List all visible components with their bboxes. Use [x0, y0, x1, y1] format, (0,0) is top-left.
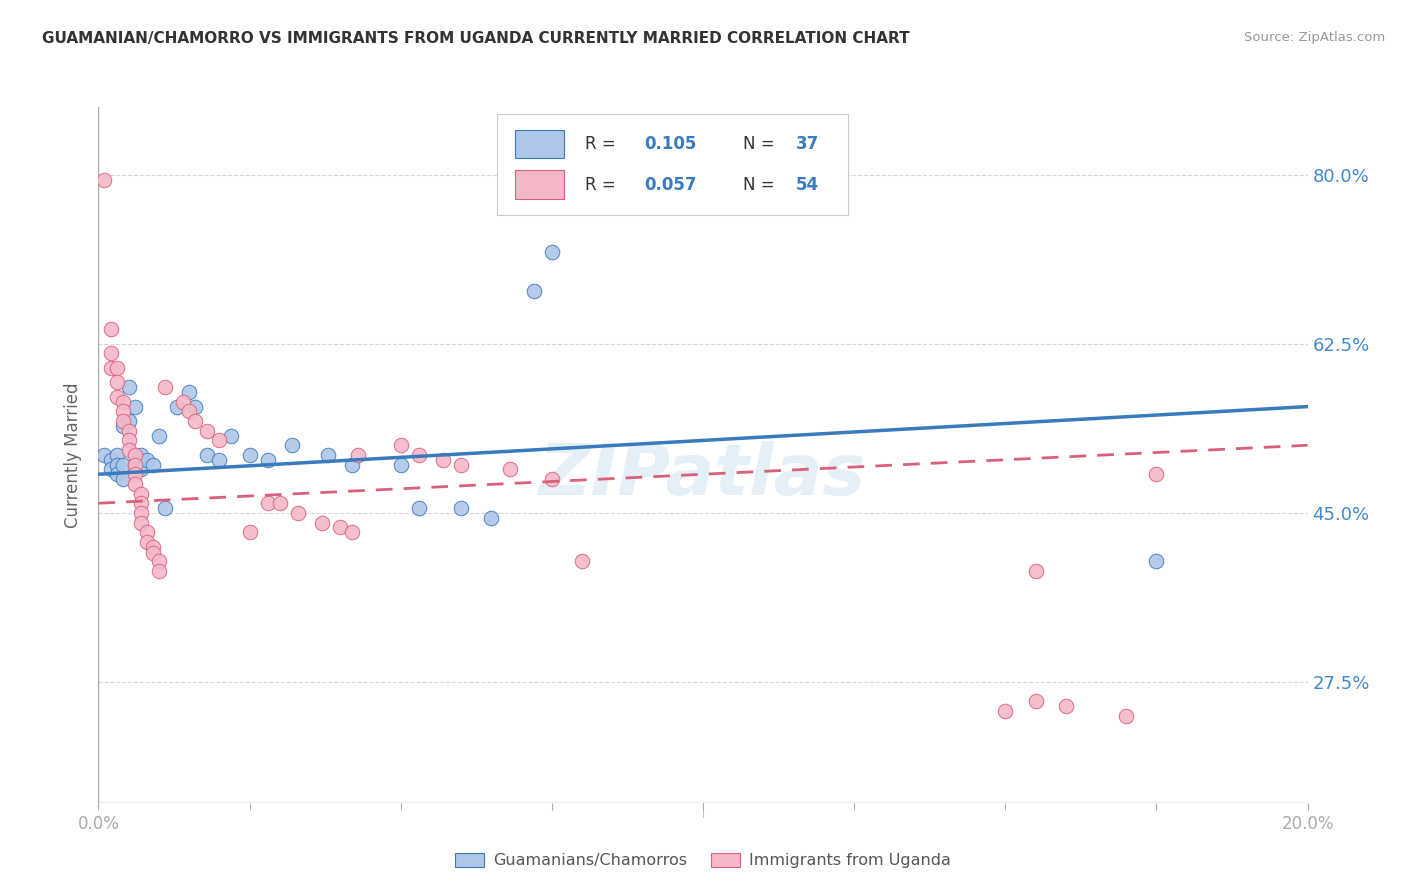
- Point: [118, 414, 141, 428]
- Point: [1115, 708, 1137, 723]
- Point: [184, 414, 207, 428]
- Point: [239, 448, 262, 462]
- Point: [172, 394, 194, 409]
- Point: [389, 458, 412, 472]
- Point: [142, 546, 165, 561]
- Point: [540, 245, 562, 260]
- Point: [239, 525, 262, 540]
- Point: [389, 438, 412, 452]
- Point: [179, 385, 201, 400]
- Point: [342, 458, 364, 472]
- Point: [311, 516, 333, 530]
- Point: [105, 361, 128, 376]
- Point: [329, 520, 352, 534]
- Point: [124, 400, 146, 414]
- Point: [498, 462, 520, 476]
- Point: [153, 380, 176, 394]
- Point: [100, 462, 122, 476]
- Point: [347, 448, 370, 462]
- Point: [105, 467, 128, 482]
- Y-axis label: Currently Married: Currently Married: [65, 382, 83, 528]
- Point: [105, 448, 128, 462]
- Point: [481, 510, 503, 524]
- Text: ZIPatlas: ZIPatlas: [540, 442, 866, 510]
- Point: [118, 443, 141, 458]
- Point: [208, 434, 231, 448]
- Point: [179, 404, 201, 418]
- Point: [1024, 694, 1046, 708]
- Legend: Guamanians/Chamorros, Immigrants from Uganda: Guamanians/Chamorros, Immigrants from Ug…: [449, 847, 957, 875]
- Point: [129, 496, 152, 510]
- Point: [142, 540, 165, 554]
- Point: [208, 452, 231, 467]
- Point: [129, 506, 152, 520]
- Point: [124, 467, 146, 482]
- Point: [571, 554, 593, 568]
- Point: [105, 376, 128, 390]
- Point: [256, 452, 278, 467]
- Point: [153, 501, 176, 516]
- Point: [269, 496, 291, 510]
- Point: [195, 448, 218, 462]
- Point: [105, 458, 128, 472]
- Point: [1024, 564, 1046, 578]
- Point: [432, 452, 454, 467]
- Text: GUAMANIAN/CHAMORRO VS IMMIGRANTS FROM UGANDA CURRENTLY MARRIED CORRELATION CHART: GUAMANIAN/CHAMORRO VS IMMIGRANTS FROM UG…: [42, 31, 910, 46]
- Point: [118, 434, 141, 448]
- Point: [287, 506, 309, 520]
- Point: [111, 418, 134, 433]
- Point: [124, 477, 146, 491]
- Point: [124, 458, 146, 472]
- Point: [342, 525, 364, 540]
- Point: [100, 322, 122, 336]
- Text: Source: ZipAtlas.com: Source: ZipAtlas.com: [1244, 31, 1385, 45]
- Point: [148, 564, 170, 578]
- Point: [129, 462, 152, 476]
- Point: [1054, 699, 1077, 714]
- Point: [100, 346, 122, 360]
- Point: [1144, 467, 1167, 482]
- Point: [281, 438, 304, 452]
- Point: [111, 458, 134, 472]
- Point: [124, 448, 146, 462]
- Point: [129, 448, 152, 462]
- Point: [256, 496, 278, 510]
- Point: [166, 400, 188, 414]
- Point: [148, 554, 170, 568]
- Point: [408, 448, 430, 462]
- Point: [111, 472, 134, 486]
- Point: [221, 428, 243, 442]
- Point: [1144, 554, 1167, 568]
- Point: [135, 452, 157, 467]
- Point: [105, 390, 128, 404]
- Point: [148, 428, 170, 442]
- Point: [142, 458, 165, 472]
- Point: [100, 361, 122, 376]
- Point: [135, 525, 157, 540]
- Point: [135, 535, 157, 549]
- Point: [93, 448, 115, 462]
- Point: [129, 486, 152, 500]
- Point: [118, 380, 141, 394]
- Point: [523, 284, 546, 298]
- Point: [450, 458, 472, 472]
- Point: [118, 424, 141, 438]
- Point: [111, 404, 134, 418]
- Point: [100, 452, 122, 467]
- Point: [111, 414, 134, 428]
- Point: [450, 501, 472, 516]
- Point: [408, 501, 430, 516]
- Point: [316, 448, 339, 462]
- Point: [124, 458, 146, 472]
- Point: [994, 704, 1017, 718]
- Point: [184, 400, 207, 414]
- Point: [195, 424, 218, 438]
- Point: [111, 394, 134, 409]
- Point: [93, 172, 115, 186]
- Point: [540, 472, 562, 486]
- Point: [129, 516, 152, 530]
